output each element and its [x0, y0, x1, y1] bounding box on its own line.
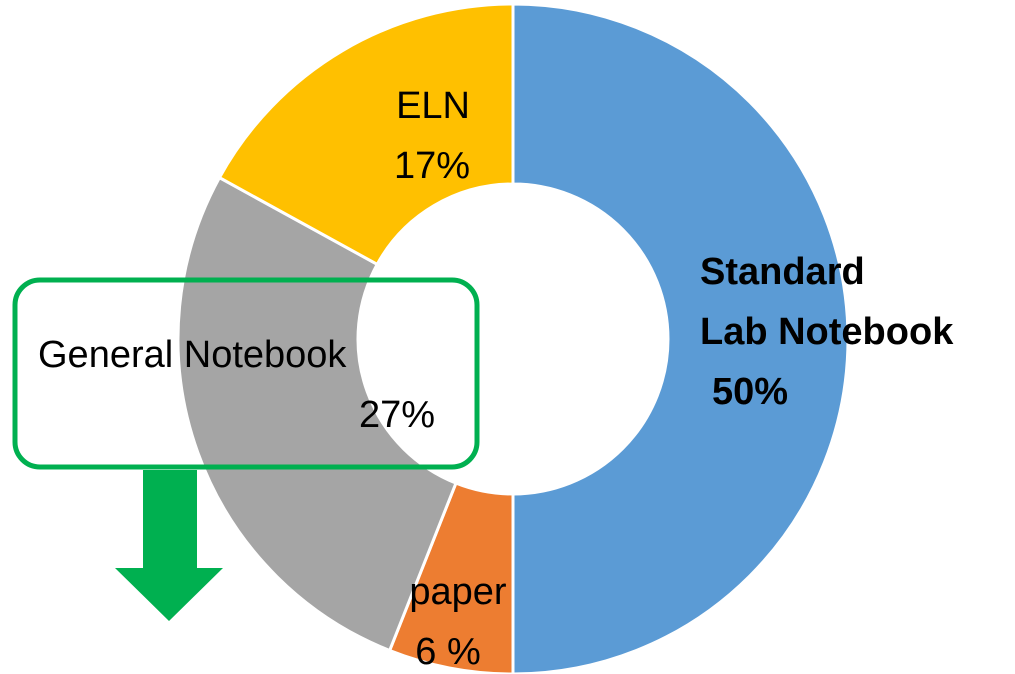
donut-slice — [511, 2, 850, 674]
slice-label: ELN 17% — [300, 76, 470, 196]
value-label: 50% — [712, 371, 789, 413]
slice-label: paper 6 % — [358, 562, 558, 674]
value-label: 27% — [358, 394, 435, 436]
category-label: ELN — [396, 85, 470, 127]
category-label: Standard Lab Notebook — [700, 251, 954, 353]
category-label: General Notebook — [38, 334, 347, 376]
highlight-box — [12, 277, 480, 470]
value-label: 17% — [393, 145, 470, 187]
donut-slice — [176, 175, 458, 653]
donut-slice — [217, 2, 515, 267]
slice-label: General Notebook 27% — [38, 325, 435, 445]
down-arrow — [115, 470, 223, 621]
category-label: paper — [409, 571, 507, 613]
slice-label: Standard Lab Notebook 50% — [700, 242, 953, 422]
value-label: 6 % — [415, 631, 481, 673]
